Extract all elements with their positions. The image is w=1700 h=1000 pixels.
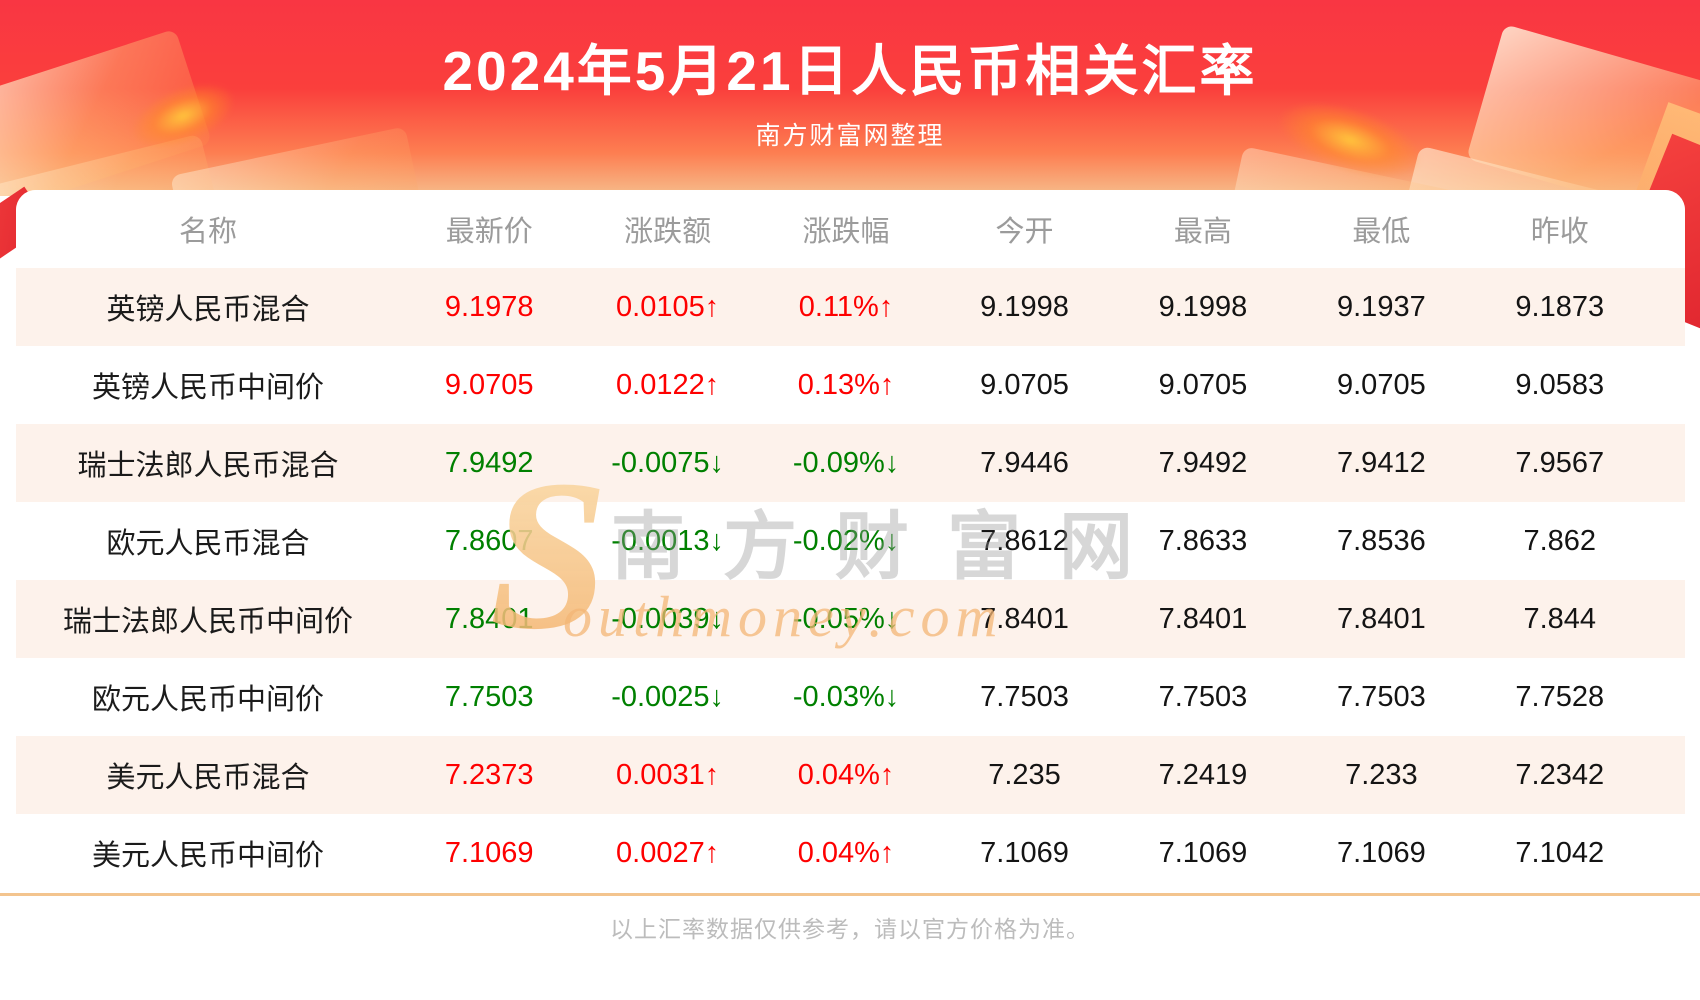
cell-prev-close: 7.862 bbox=[1523, 524, 1597, 557]
cell-latest: 7.1069 bbox=[444, 836, 534, 869]
cell-name: 欧元人民币混合 bbox=[106, 528, 310, 560]
col-header-low: 最低 bbox=[1352, 216, 1411, 248]
cell-high: 7.7503 bbox=[1158, 680, 1248, 713]
col-header-high: 最高 bbox=[1173, 216, 1232, 248]
cell-low: 7.8536 bbox=[1337, 524, 1426, 557]
cell-change-pct: 0.04%↑ bbox=[797, 758, 895, 791]
cell-prev-close: 7.1042 bbox=[1515, 836, 1605, 869]
cell-high: 7.8401 bbox=[1158, 602, 1248, 635]
cell-high: 7.2419 bbox=[1158, 758, 1248, 791]
cell-high: 9.0705 bbox=[1158, 368, 1248, 401]
cell-low: 7.1069 bbox=[1337, 836, 1426, 869]
cell-change-pct: -0.03%↓ bbox=[792, 680, 900, 713]
cell-change: 0.0122↑ bbox=[616, 368, 720, 401]
cell-change: -0.0075↓ bbox=[611, 446, 725, 479]
cell-latest: 9.1978 bbox=[444, 290, 534, 323]
table-row: 瑞士法郎人民币中间价 7.8401 -0.0039↓ -0.05%↓ 7.840… bbox=[16, 580, 1685, 658]
cell-high: 7.8633 bbox=[1158, 524, 1248, 557]
table-row: 欧元人民币中间价 7.7503 -0.0025↓ -0.03%↓ 7.7503 … bbox=[16, 658, 1685, 736]
cell-prev-close: 9.0583 bbox=[1515, 368, 1605, 401]
cell-change: -0.0013↓ bbox=[611, 524, 725, 557]
cell-latest: 9.0705 bbox=[444, 368, 534, 401]
cell-name: 欧元人民币中间价 bbox=[91, 684, 324, 716]
cell-name: 瑞士法郎人民币混合 bbox=[77, 450, 339, 482]
cell-latest: 7.9492 bbox=[444, 446, 534, 479]
cell-open: 9.0705 bbox=[980, 368, 1069, 401]
table-row: 英镑人民币中间价 9.0705 0.0122↑ 0.13%↑ 9.0705 9.… bbox=[16, 346, 1685, 424]
cell-low: 9.0705 bbox=[1337, 368, 1426, 401]
cell-latest: 7.7503 bbox=[444, 680, 534, 713]
cell-change: -0.0039↓ bbox=[611, 602, 725, 635]
cell-prev-close: 7.2342 bbox=[1515, 758, 1605, 791]
cell-open: 7.1069 bbox=[980, 836, 1069, 869]
col-header-latest: 最新价 bbox=[445, 216, 533, 248]
table-row: 欧元人民币混合 7.8607 -0.0013↓ -0.02%↓ 7.8612 7… bbox=[16, 502, 1685, 580]
table-body: 英镑人民币混合 9.1978 0.0105↑ 0.11%↑ 9.1998 9.1… bbox=[16, 268, 1685, 892]
col-header-open: 今开 bbox=[995, 216, 1054, 248]
cell-change-pct: -0.05%↓ bbox=[792, 602, 900, 635]
table-row: 美元人民币混合 7.2373 0.0031↑ 0.04%↑ 7.235 7.24… bbox=[16, 736, 1685, 814]
cell-name: 美元人民币中间价 bbox=[91, 840, 324, 872]
cell-open: 7.8401 bbox=[980, 602, 1069, 635]
cell-low: 9.1937 bbox=[1337, 290, 1426, 323]
cell-open: 7.8612 bbox=[980, 524, 1069, 557]
cell-open: 9.1998 bbox=[980, 290, 1069, 323]
col-header-prev-close: 昨收 bbox=[1530, 216, 1589, 248]
cell-low: 7.233 bbox=[1345, 758, 1418, 791]
cell-high: 7.1069 bbox=[1158, 836, 1248, 869]
exchange-rate-table: 名称 最新价 涨跌额 涨跌幅 今开 最高 最低 昨收 英镑人民币混合 9.197… bbox=[16, 190, 1685, 893]
page-title: 2024年5月21日人民币相关汇率 bbox=[442, 40, 1258, 102]
cell-change: 0.0105↑ bbox=[616, 290, 720, 323]
footer-disclaimer: 以上汇率数据仅供参考，请以官方价格为准。 bbox=[610, 916, 1090, 942]
cell-latest: 7.8607 bbox=[444, 524, 534, 557]
cell-high: 7.9492 bbox=[1158, 446, 1248, 479]
cell-prev-close: 7.7528 bbox=[1515, 680, 1605, 713]
table-row: 瑞士法郎人民币混合 7.9492 -0.0075↓ -0.09%↓ 7.9446… bbox=[16, 424, 1685, 502]
cell-change: 0.0031↑ bbox=[616, 758, 720, 791]
cell-prev-close: 7.844 bbox=[1523, 602, 1597, 635]
table-row: 英镑人民币混合 9.1978 0.0105↑ 0.11%↑ 9.1998 9.1… bbox=[16, 268, 1685, 346]
cell-open: 7.235 bbox=[988, 758, 1061, 791]
table-row: 美元人民币中间价 7.1069 0.0027↑ 0.04%↑ 7.1069 7.… bbox=[16, 814, 1685, 892]
col-header-name: 名称 bbox=[178, 216, 237, 248]
page-subtitle: 南方财富网整理 bbox=[755, 122, 945, 150]
col-header-change: 涨跌额 bbox=[624, 216, 712, 248]
col-header-change-pct: 涨跌幅 bbox=[802, 216, 890, 248]
gift-box-decoration-icon bbox=[1221, 146, 1479, 196]
cell-change: -0.0025↓ bbox=[611, 680, 725, 713]
cell-name: 英镑人民币中间价 bbox=[91, 372, 324, 404]
cell-change-pct: 0.11%↑ bbox=[798, 290, 894, 323]
cell-low: 7.7503 bbox=[1337, 680, 1426, 713]
cell-high: 9.1998 bbox=[1158, 290, 1248, 323]
gift-box-decoration-icon bbox=[1388, 145, 1700, 196]
cell-name: 英镑人民币混合 bbox=[106, 294, 310, 326]
cell-open: 7.9446 bbox=[980, 446, 1069, 479]
cell-change-pct: -0.02%↓ bbox=[792, 524, 900, 557]
table-header-row: 名称 最新价 涨跌额 涨跌幅 今开 最高 最低 昨收 bbox=[16, 190, 1685, 268]
cell-low: 7.9412 bbox=[1337, 446, 1426, 479]
header-banner bbox=[0, 0, 1700, 196]
cell-change-pct: 0.04%↑ bbox=[797, 836, 895, 869]
cell-open: 7.7503 bbox=[980, 680, 1069, 713]
cell-name: 瑞士法郎人民币中间价 bbox=[62, 606, 353, 638]
cell-prev-close: 7.9567 bbox=[1515, 446, 1605, 479]
footer-divider bbox=[0, 893, 1700, 896]
cell-change-pct: -0.09%↓ bbox=[792, 446, 900, 479]
cell-prev-close: 9.1873 bbox=[1515, 290, 1605, 323]
cell-change: 0.0027↑ bbox=[616, 836, 720, 869]
cell-latest: 7.8401 bbox=[444, 602, 534, 635]
cell-low: 7.8401 bbox=[1337, 602, 1426, 635]
cell-change-pct: 0.13%↑ bbox=[797, 368, 895, 401]
cell-name: 美元人民币混合 bbox=[106, 762, 310, 794]
cell-latest: 7.2373 bbox=[444, 758, 534, 791]
